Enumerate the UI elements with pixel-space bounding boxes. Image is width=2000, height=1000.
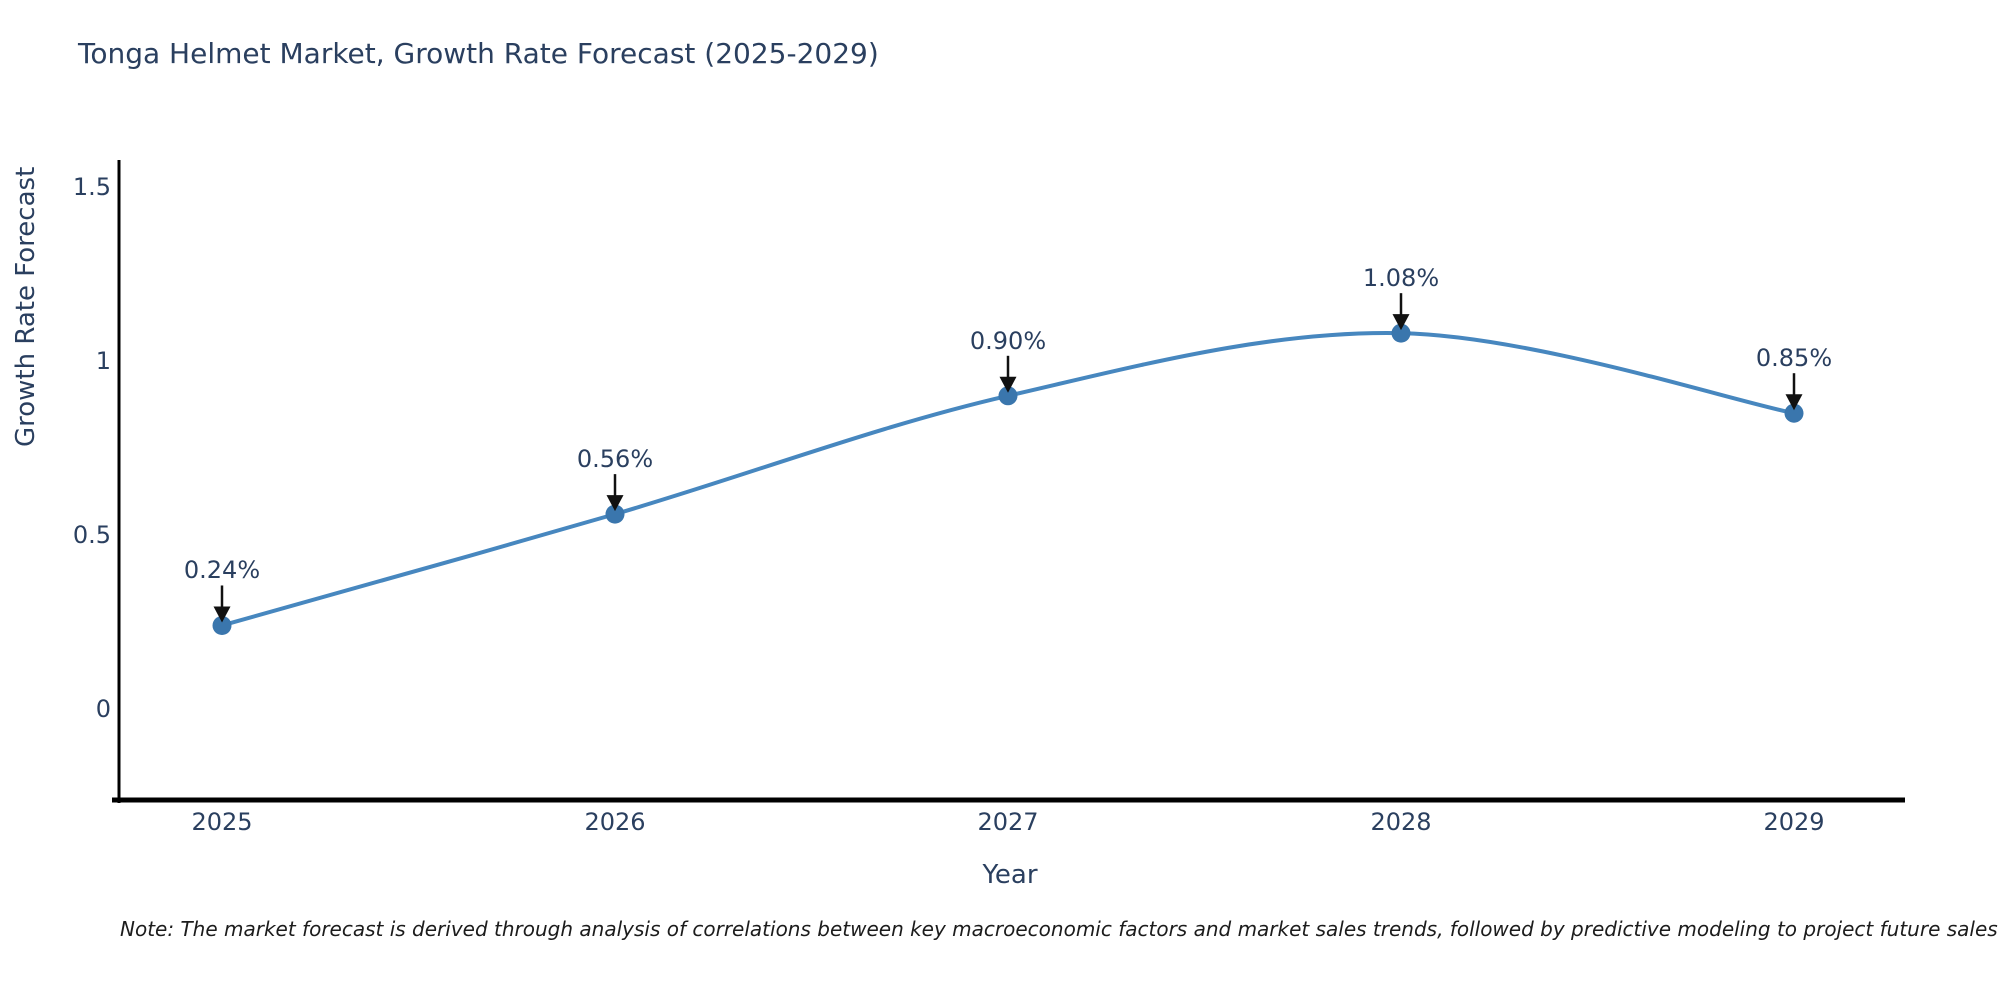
annotation-arrowhead [999,376,1017,393]
annotation-arrowhead [213,606,231,623]
point-label: 0.85% [1755,344,1833,373]
annotation-arrowhead [606,495,624,512]
x-tick-label: 2025 [191,808,253,836]
data-point-marker [1391,323,1411,343]
x-tick-label: 2028 [1370,808,1432,836]
annotation-arrowhead [1785,394,1803,411]
annotation-arrowhead [1392,314,1410,331]
x-tick-label: 2027 [977,808,1039,836]
data-point-marker [1784,403,1804,423]
y-tick-label: 0.5 [72,521,111,549]
data-point-marker [212,615,232,635]
footnote: Note: The market forecast is derived thr… [120,917,1998,941]
y-tick-label: 1.5 [72,173,111,201]
data-point-marker [998,386,1018,406]
chart-title: Tonga Helmet Market, Growth Rate Forecas… [78,37,879,70]
data-point-marker [605,504,625,524]
point-label: 1.08% [1362,264,1440,293]
point-label: 0.90% [969,326,1047,355]
point-label: 0.56% [576,445,654,474]
x-axis-title: Year [982,860,1038,890]
x-tick-label: 2026 [584,808,646,836]
x-tick-label: 2029 [1763,808,1825,836]
point-label: 0.24% [183,556,261,585]
y-tick-label: 1 [95,347,111,375]
y-tick-label: 0 [95,695,111,723]
